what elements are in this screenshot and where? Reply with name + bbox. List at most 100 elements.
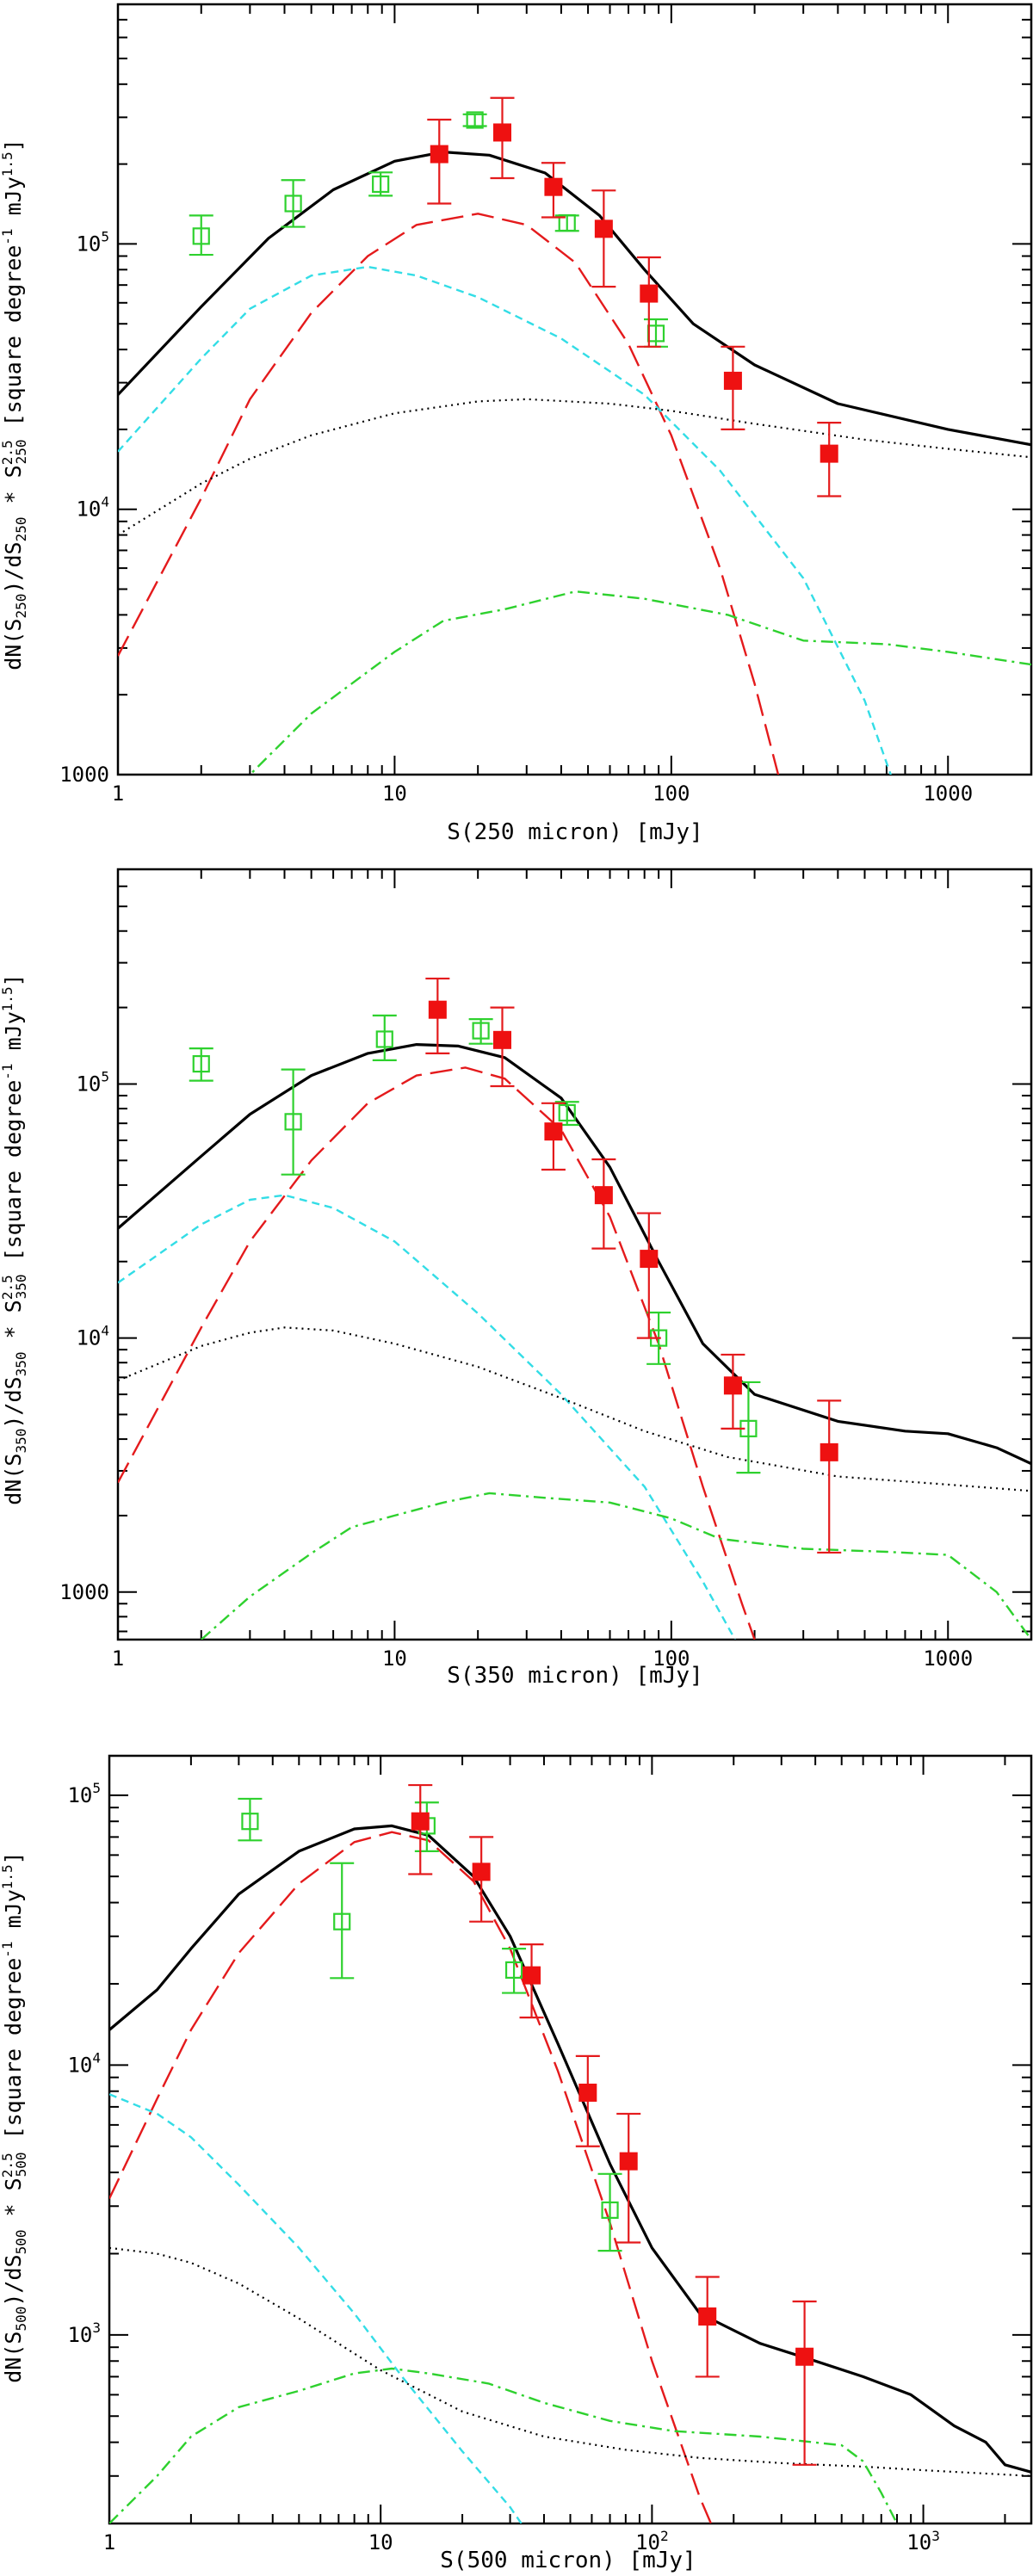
green-square-marker xyxy=(284,195,302,213)
tick-labels-250: 1 10 100 1000 1000 104 105 xyxy=(59,228,973,806)
red-square-marker xyxy=(594,219,613,238)
red-square-marker xyxy=(820,444,838,463)
curve-cyan-dash xyxy=(118,1194,736,1640)
y-tick-label: 1000 xyxy=(59,763,109,787)
green-square-marker xyxy=(372,175,390,194)
plot-frame-500 xyxy=(108,1754,1033,2525)
curve-red-long-dash xyxy=(118,1066,756,1640)
x-axis-label: S(250 micron) [mJy] xyxy=(447,819,702,845)
red-square-marker xyxy=(594,1186,613,1205)
green-square-marker xyxy=(466,111,484,129)
green-open-square-point xyxy=(281,1068,306,1176)
red-square-marker xyxy=(492,1030,511,1049)
red-filled-square-point xyxy=(575,2054,600,2147)
y-tick-label: 104 xyxy=(67,2049,101,2077)
x-tick-label: 10 xyxy=(382,781,407,806)
green-open-square-point xyxy=(597,2172,622,2252)
red-filled-square-point xyxy=(425,977,450,1054)
curve-green-dashdot xyxy=(248,590,1031,775)
panel-500-micron: 1 10 102 103 103 104 105 S(500 micron) [mJy] d… xyxy=(0,1754,1033,2573)
green-open-square-point xyxy=(502,1947,527,1994)
red-filled-square-point xyxy=(408,1783,433,1875)
curve-black-dotted xyxy=(109,2246,1031,2477)
green-square-marker xyxy=(375,1030,393,1048)
tick-labels-500: 1 10 102 103 103 104 105 xyxy=(67,1780,939,2554)
curve-total xyxy=(118,1042,1031,1466)
green-open-square-point xyxy=(189,1047,213,1082)
green-square-marker xyxy=(601,2201,619,2219)
red-filled-square-point xyxy=(636,1212,661,1339)
green-square-marker xyxy=(192,227,210,245)
red-filled-square-point xyxy=(541,162,566,219)
green-open-square-point xyxy=(643,318,668,348)
tick-labels-350: 1 10 100 1000 1000 104 105 xyxy=(59,1068,973,1671)
red-filled-square-point xyxy=(817,1399,842,1554)
data-points-500 xyxy=(238,1783,817,2466)
green-square-marker xyxy=(558,213,576,232)
green-square-marker xyxy=(472,1022,490,1040)
x-axis-label: S(350 micron) [mJy] xyxy=(447,1663,702,1689)
curve-total xyxy=(118,151,1031,447)
y-tick-label: 104 xyxy=(76,1323,109,1350)
x-tick-label: 100 xyxy=(653,781,690,806)
x-axis-label: S(500 micron) [mJy] xyxy=(440,2548,696,2573)
data-points-250 xyxy=(189,96,842,497)
red-square-marker xyxy=(523,1966,541,1985)
data-points-350 xyxy=(189,977,842,1554)
y-tick-label: 104 xyxy=(76,494,109,522)
x-tick-label: 10 xyxy=(382,1646,407,1671)
red-square-marker xyxy=(544,177,563,196)
model-curves-350 xyxy=(118,1042,1031,1640)
green-square-marker xyxy=(241,1813,259,1831)
red-filled-square-point xyxy=(721,345,745,431)
red-filled-square-point xyxy=(792,2300,817,2466)
red-square-marker xyxy=(428,1000,447,1019)
red-filled-square-point xyxy=(541,1102,566,1171)
x-tick-label: 103 xyxy=(906,2528,940,2554)
x-tick-label: 100 xyxy=(653,1646,690,1671)
red-filled-square-point xyxy=(427,118,452,205)
red-square-marker xyxy=(723,1376,742,1395)
x-tick-label: 102 xyxy=(635,2528,669,2554)
plot-frame-350 xyxy=(116,868,1033,1641)
curve-black-dotted xyxy=(118,1326,1031,1492)
red-filled-square-point xyxy=(469,1836,494,1923)
red-filled-square-point xyxy=(817,422,842,497)
red-filled-square-point xyxy=(490,1006,515,1088)
x-tick-label: 1 xyxy=(112,781,124,806)
curve-green-dashdot xyxy=(109,2367,899,2523)
green-open-square-point xyxy=(554,213,579,232)
green-open-square-point xyxy=(468,1017,493,1045)
curve-total xyxy=(109,1824,1031,2474)
y-axis-label: dN(S500)/dS500 * S2.5500 [square degree-… xyxy=(0,1851,29,2383)
y-axis-label: dN(S250)/dS250 * S2.5250 [square degree-… xyxy=(0,139,29,670)
y-axis-label: dN(S350)/dS350 * S2.5350 [square degree-… xyxy=(0,973,29,1505)
red-square-marker xyxy=(820,1442,838,1461)
curve-red-long-dash xyxy=(118,213,780,775)
axes-box xyxy=(116,3,1033,776)
red-square-marker xyxy=(723,371,742,390)
x-tick-label: 1000 xyxy=(923,781,973,806)
red-square-marker xyxy=(411,1812,430,1831)
y-tick-label: 105 xyxy=(76,228,109,256)
x-tick-label: 1 xyxy=(103,2530,115,2554)
red-filled-square-point xyxy=(519,1943,544,2019)
green-open-square-point xyxy=(372,1014,397,1061)
axes-box xyxy=(116,868,1033,1641)
red-square-marker xyxy=(640,284,659,303)
green-square-marker xyxy=(333,1912,351,1930)
green-open-square-point xyxy=(238,1797,263,1842)
green-open-square-point xyxy=(462,111,487,129)
curve-green-dashdot xyxy=(201,1492,1031,1640)
curve-black-dotted xyxy=(118,398,1031,536)
red-square-marker xyxy=(492,123,511,142)
red-square-marker xyxy=(472,1863,491,1881)
green-open-square-point xyxy=(330,1862,355,1980)
curve-red-long-dash xyxy=(109,1831,713,2523)
axes-box xyxy=(108,1754,1033,2525)
green-square-marker xyxy=(192,1054,210,1073)
y-tick-label: 105 xyxy=(67,1780,101,1807)
green-square-marker xyxy=(504,1961,523,1980)
green-open-square-point xyxy=(554,1101,579,1127)
